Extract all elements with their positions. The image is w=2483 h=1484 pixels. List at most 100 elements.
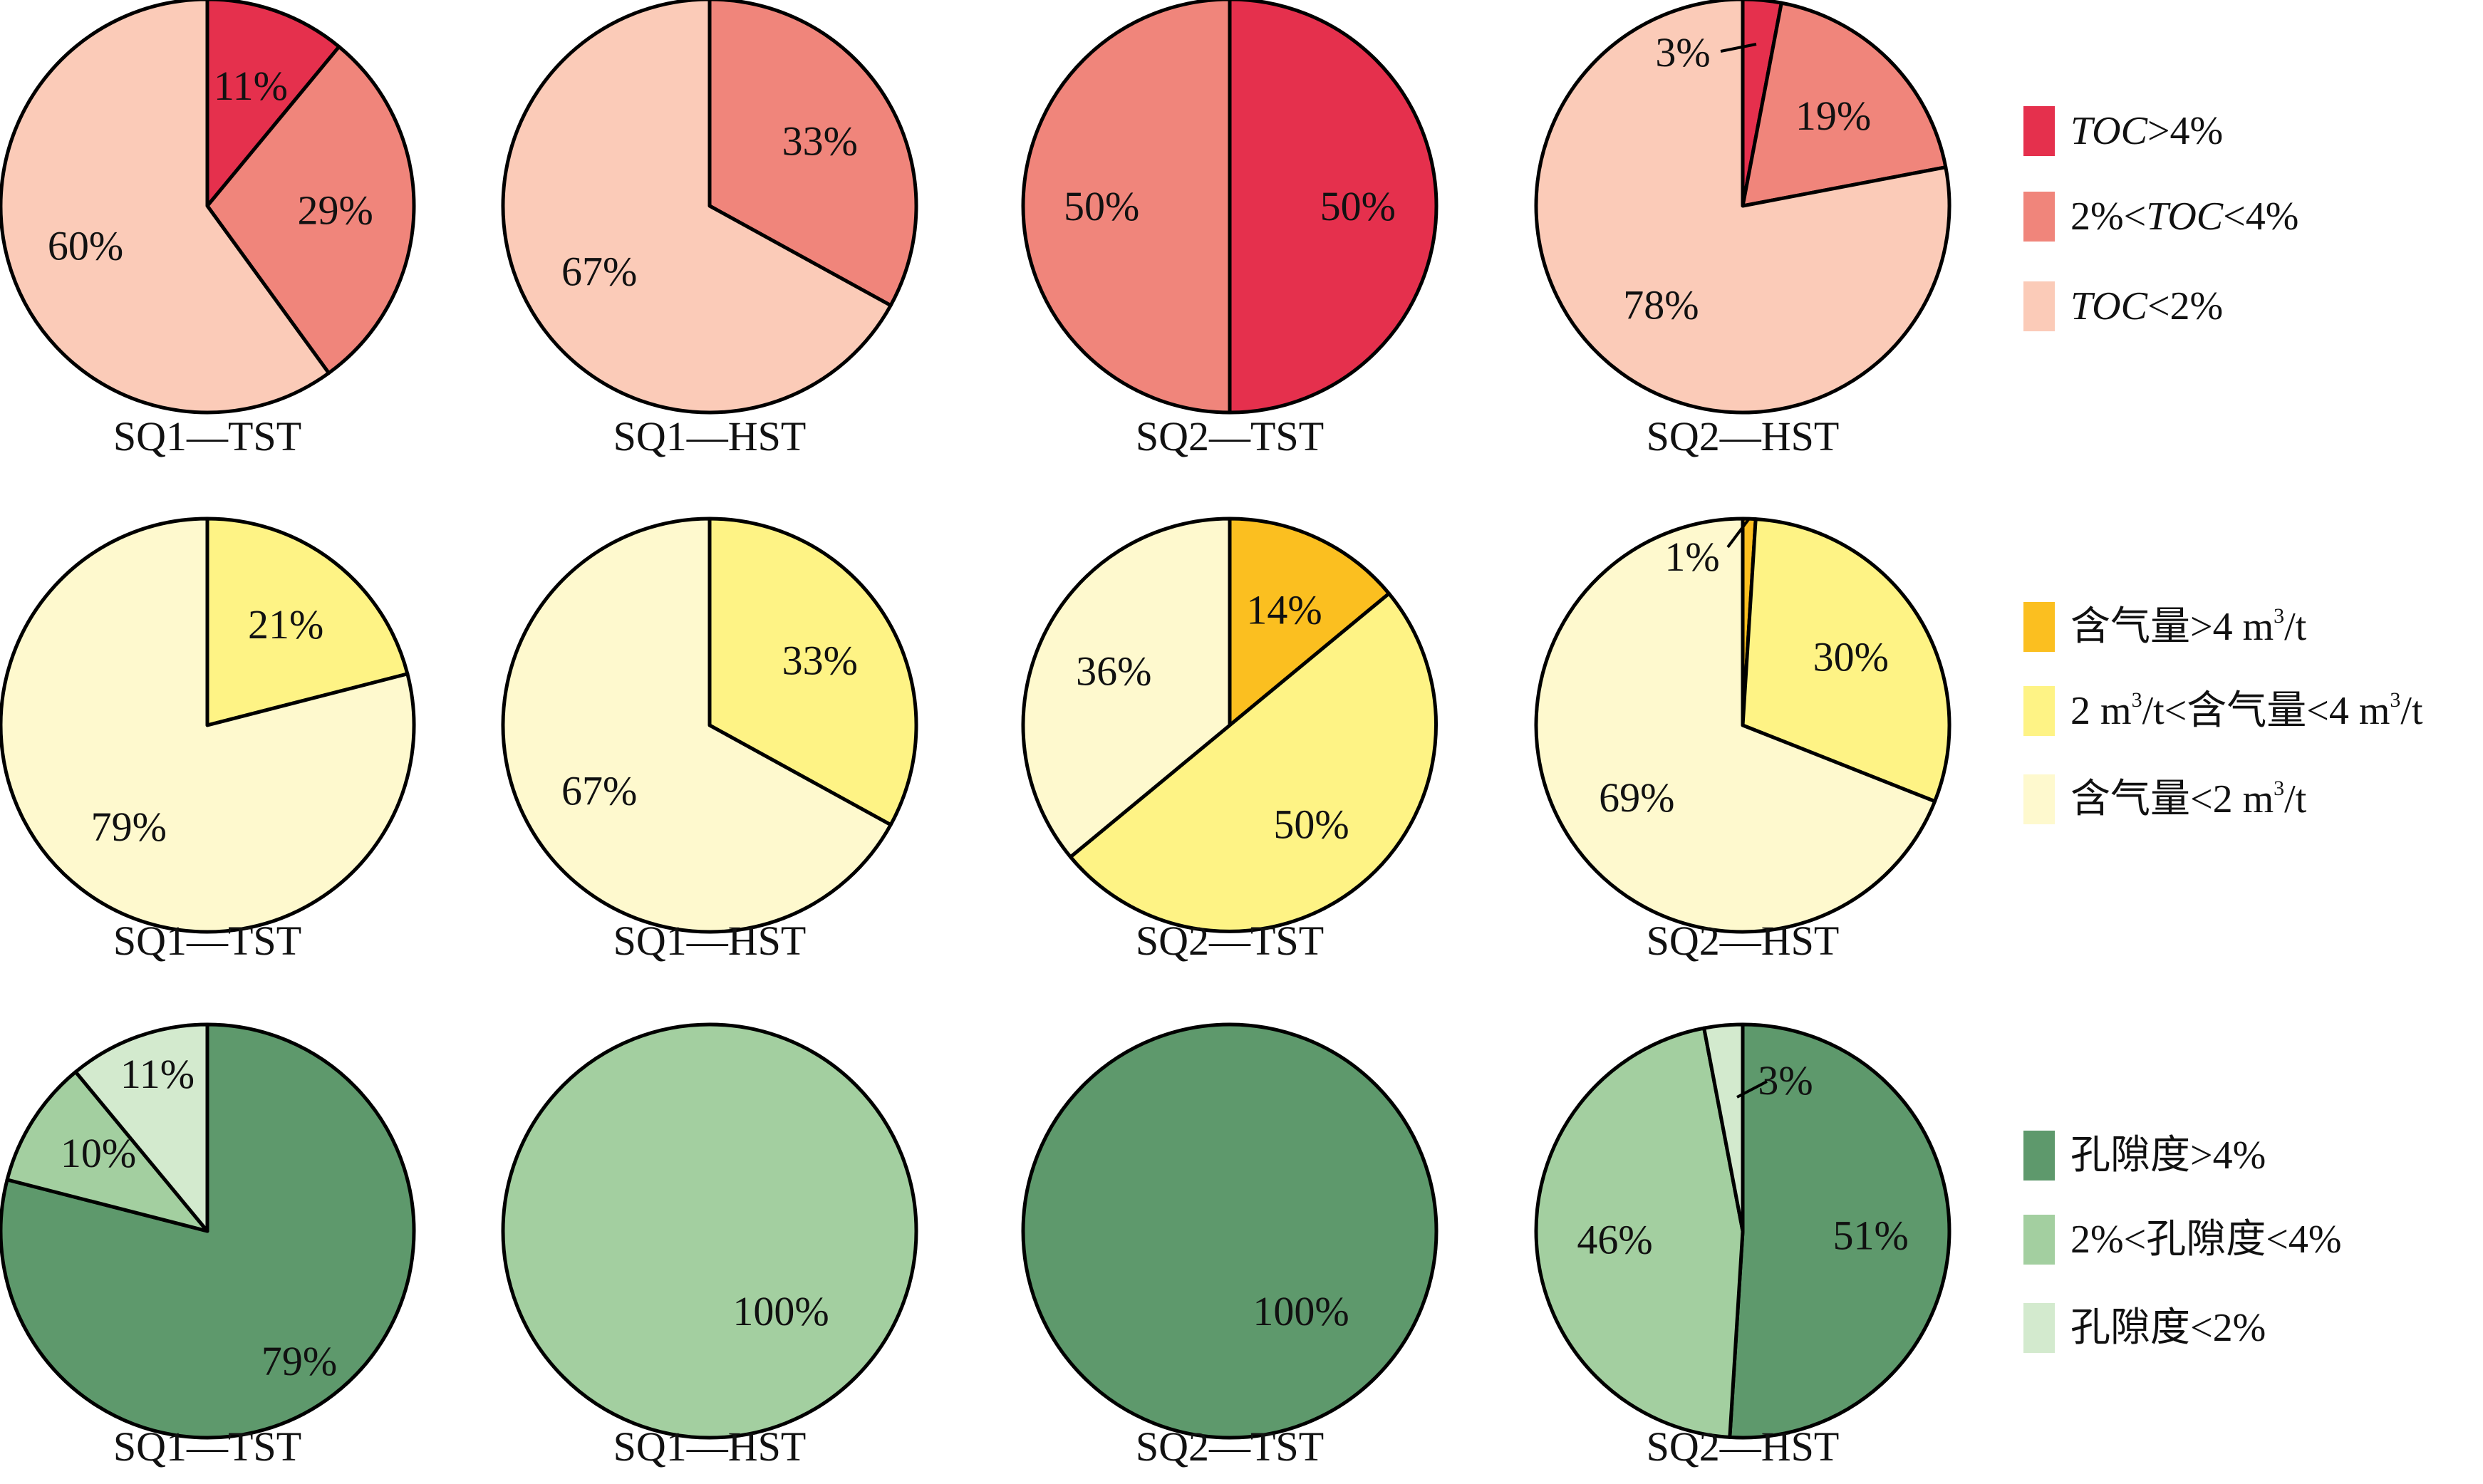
pie-label-toc-4-2: 78% — [1623, 282, 1699, 328]
pie-toc-3: 50% 50% SQ2—TST — [1021, 0, 1439, 460]
legend-swatch-gas-0 — [2023, 602, 2055, 652]
pie-label-gas-3-2: 36% — [1076, 648, 1151, 694]
pie-caption-poro-4: SQ2—HST — [1647, 1423, 1840, 1470]
pie-label-poro-4-2: 3% — [1758, 1057, 1813, 1104]
pie-slice-poro-4-2 — [1702, 1022, 1745, 1233]
pie-label-poro-2-1: 100% — [732, 1288, 829, 1334]
pie-label-poro-1-2: 11% — [120, 1051, 195, 1097]
pie-poro-4: 51% 46% 3% SQ2—HST — [1534, 1022, 1951, 1470]
pie-slice-toc-4-1 — [1741, 1, 1948, 208]
pie-slice-toc-2-2 — [501, 0, 893, 415]
pie-label-gas-4-0: 1% — [1664, 534, 1719, 580]
legend-swatch-gas-2 — [2023, 774, 2055, 824]
pie-slice-poro-3-0 — [1021, 1022, 1439, 1440]
pie-caption-gas-3: SQ2—TST — [1136, 918, 1324, 964]
legend-label-gas-1: 2 m3/t<含气量<4 m3/t — [2070, 688, 2423, 733]
pie-gas-3: 14% 50% 36% SQ2—TST — [1021, 517, 1438, 964]
pie-caption-gas-1: SQ1—TST — [113, 918, 301, 964]
pie-slice-toc-2-1 — [707, 0, 918, 308]
pie-slice-gas-3-1 — [1069, 591, 1438, 933]
pie-slice-toc-1-1 — [205, 45, 416, 375]
pie-label-leader-poro-4-2 — [1736, 1080, 1768, 1099]
pie-label-poro-3-0: 100% — [1253, 1288, 1349, 1334]
legend-toc: TOC>4% 2%<TOC<4% TOC<2% — [2023, 106, 2298, 331]
pie-slice-toc-4-2 — [1534, 0, 1951, 415]
pie-label-toc-1-1: 29% — [298, 187, 373, 234]
pie-toc-4: 3% 19% 78% SQ2—HST — [1534, 0, 1951, 460]
pie-caption-poro-1: SQ1—TST — [113, 1423, 301, 1470]
pie-slice-gas-2-2 — [501, 517, 893, 934]
pie-slice-gas-4-1 — [1741, 517, 1951, 804]
pie-caption-gas-2: SQ1—HST — [613, 918, 807, 964]
pie-gas-1: 21% 79% SQ1—TST — [0, 517, 416, 964]
pie-toc-2: 33% 67% SQ1—HST — [501, 0, 918, 460]
pie-label-poro-4-0: 51% — [1833, 1213, 1909, 1259]
pie-label-gas-2-1: 33% — [782, 638, 858, 684]
pie-label-toc-4-0: 3% — [1655, 29, 1710, 76]
pie-label-toc-3-0: 50% — [1320, 183, 1396, 229]
legend-label-gas-0: 含气量>4 m3/t — [2070, 604, 2307, 649]
pie-label-gas-2-2: 67% — [561, 768, 637, 814]
legend-swatch-toc-2 — [2023, 281, 2055, 331]
pie-slice-gas-3-0 — [1228, 517, 1391, 727]
pie-caption-toc-4: SQ2—HST — [1647, 413, 1840, 460]
pie-label-toc-3-1: 50% — [1064, 183, 1139, 229]
pie-slice-poro-2-1 — [501, 1022, 918, 1440]
pie-label-poro-1-1: 10% — [61, 1130, 136, 1176]
legend-label-toc-0: TOC>4% — [2070, 109, 2223, 153]
pie-slice-poro-4-0 — [1728, 1022, 1951, 1440]
pie-toc-1: 11% 29% 60% SQ1—TST — [0, 0, 416, 460]
pie-label-leader-gas-4-0 — [1726, 517, 1751, 549]
pie-poro-3: 100% SQ2—TST — [1021, 1022, 1439, 1470]
legend-label-poro-1: 2%<孔隙度<4% — [2070, 1218, 2341, 1262]
pie-gas-2: 33% 67% SQ1—HST — [501, 517, 918, 964]
pie-slice-toc-1-0 — [205, 0, 341, 208]
legend-label-poro-0: 孔隙度>4% — [2070, 1133, 2266, 1178]
legend-swatch-poro-1 — [2023, 1215, 2055, 1265]
legend-swatch-toc-0 — [2023, 106, 2055, 156]
pie-slice-poro-1-1 — [5, 1070, 209, 1233]
legend-poro: 孔隙度>4% 2%<孔隙度<4% 孔隙度<2% — [2023, 1131, 2341, 1353]
pie-slice-gas-1-1 — [205, 517, 410, 727]
legend-gas: 含气量>4 m3/t 2 m3/t<含气量<4 m3/t 含气量<2 m3/t — [2023, 602, 2423, 824]
pie-label-gas-3-0: 14% — [1246, 586, 1322, 633]
pie-caption-gas-4: SQ2—HST — [1647, 918, 1840, 964]
legend-swatch-toc-1 — [2023, 192, 2055, 242]
pie-label-gas-1-1: 21% — [248, 601, 323, 648]
pie-caption-poro-2: SQ1—HST — [613, 1423, 807, 1470]
pie-label-toc-1-2: 60% — [48, 223, 123, 269]
pie-label-toc-2-2: 67% — [561, 249, 637, 295]
pie-label-toc-2-1: 33% — [782, 118, 858, 165]
pie-slice-poro-1-0 — [0, 1022, 416, 1440]
pie-label-gas-1-2: 79% — [91, 804, 167, 850]
pie-label-gas-4-1: 30% — [1813, 634, 1889, 680]
pie-label-toc-4-1: 19% — [1795, 93, 1871, 139]
pie-slice-poro-1-2 — [73, 1022, 209, 1233]
pie-label-poro-1-0: 79% — [261, 1338, 337, 1384]
legend-swatch-gas-1 — [2023, 686, 2055, 736]
legend-label-toc-1: 2%<TOC<4% — [2070, 194, 2298, 239]
pie-slice-gas-4-2 — [1534, 517, 1937, 934]
pie-caption-toc-1: SQ1—TST — [113, 413, 301, 460]
legend-label-toc-2: TOC<2% — [2070, 284, 2223, 328]
legend-swatch-poro-0 — [2023, 1131, 2055, 1181]
pie-slice-gas-2-1 — [707, 517, 918, 827]
pie-label-toc-1-0: 11% — [214, 63, 288, 109]
pie-poro-2: 100% SQ1—HST — [501, 1022, 918, 1470]
pie-label-gas-4-2: 69% — [1599, 774, 1674, 821]
pie-slice-poro-4-1 — [1534, 1026, 1745, 1439]
pie-caption-poro-3: SQ2—TST — [1136, 1423, 1324, 1470]
pie-caption-toc-2: SQ1—HST — [613, 413, 807, 460]
pie-label-leader-toc-4-0 — [1720, 43, 1757, 53]
legend-label-poro-2: 孔隙度<2% — [2070, 1306, 2266, 1350]
pie-slice-toc-1-2 — [0, 0, 331, 415]
pie-slice-toc-3-1 — [1021, 0, 1232, 415]
legend-label-gas-2: 含气量<2 m3/t — [2070, 777, 2307, 821]
pie-label-gas-3-1: 50% — [1273, 801, 1349, 848]
pie-gas-4: 1% 30% 69% SQ2—HST — [1534, 517, 1951, 964]
pie-slice-gas-1-2 — [0, 517, 416, 934]
pie-slice-toc-3-0 — [1228, 0, 1439, 415]
pie-caption-toc-3: SQ2—TST — [1136, 413, 1324, 460]
pie-poro-1: 79% 10% 11% SQ1—TST — [0, 1022, 416, 1470]
